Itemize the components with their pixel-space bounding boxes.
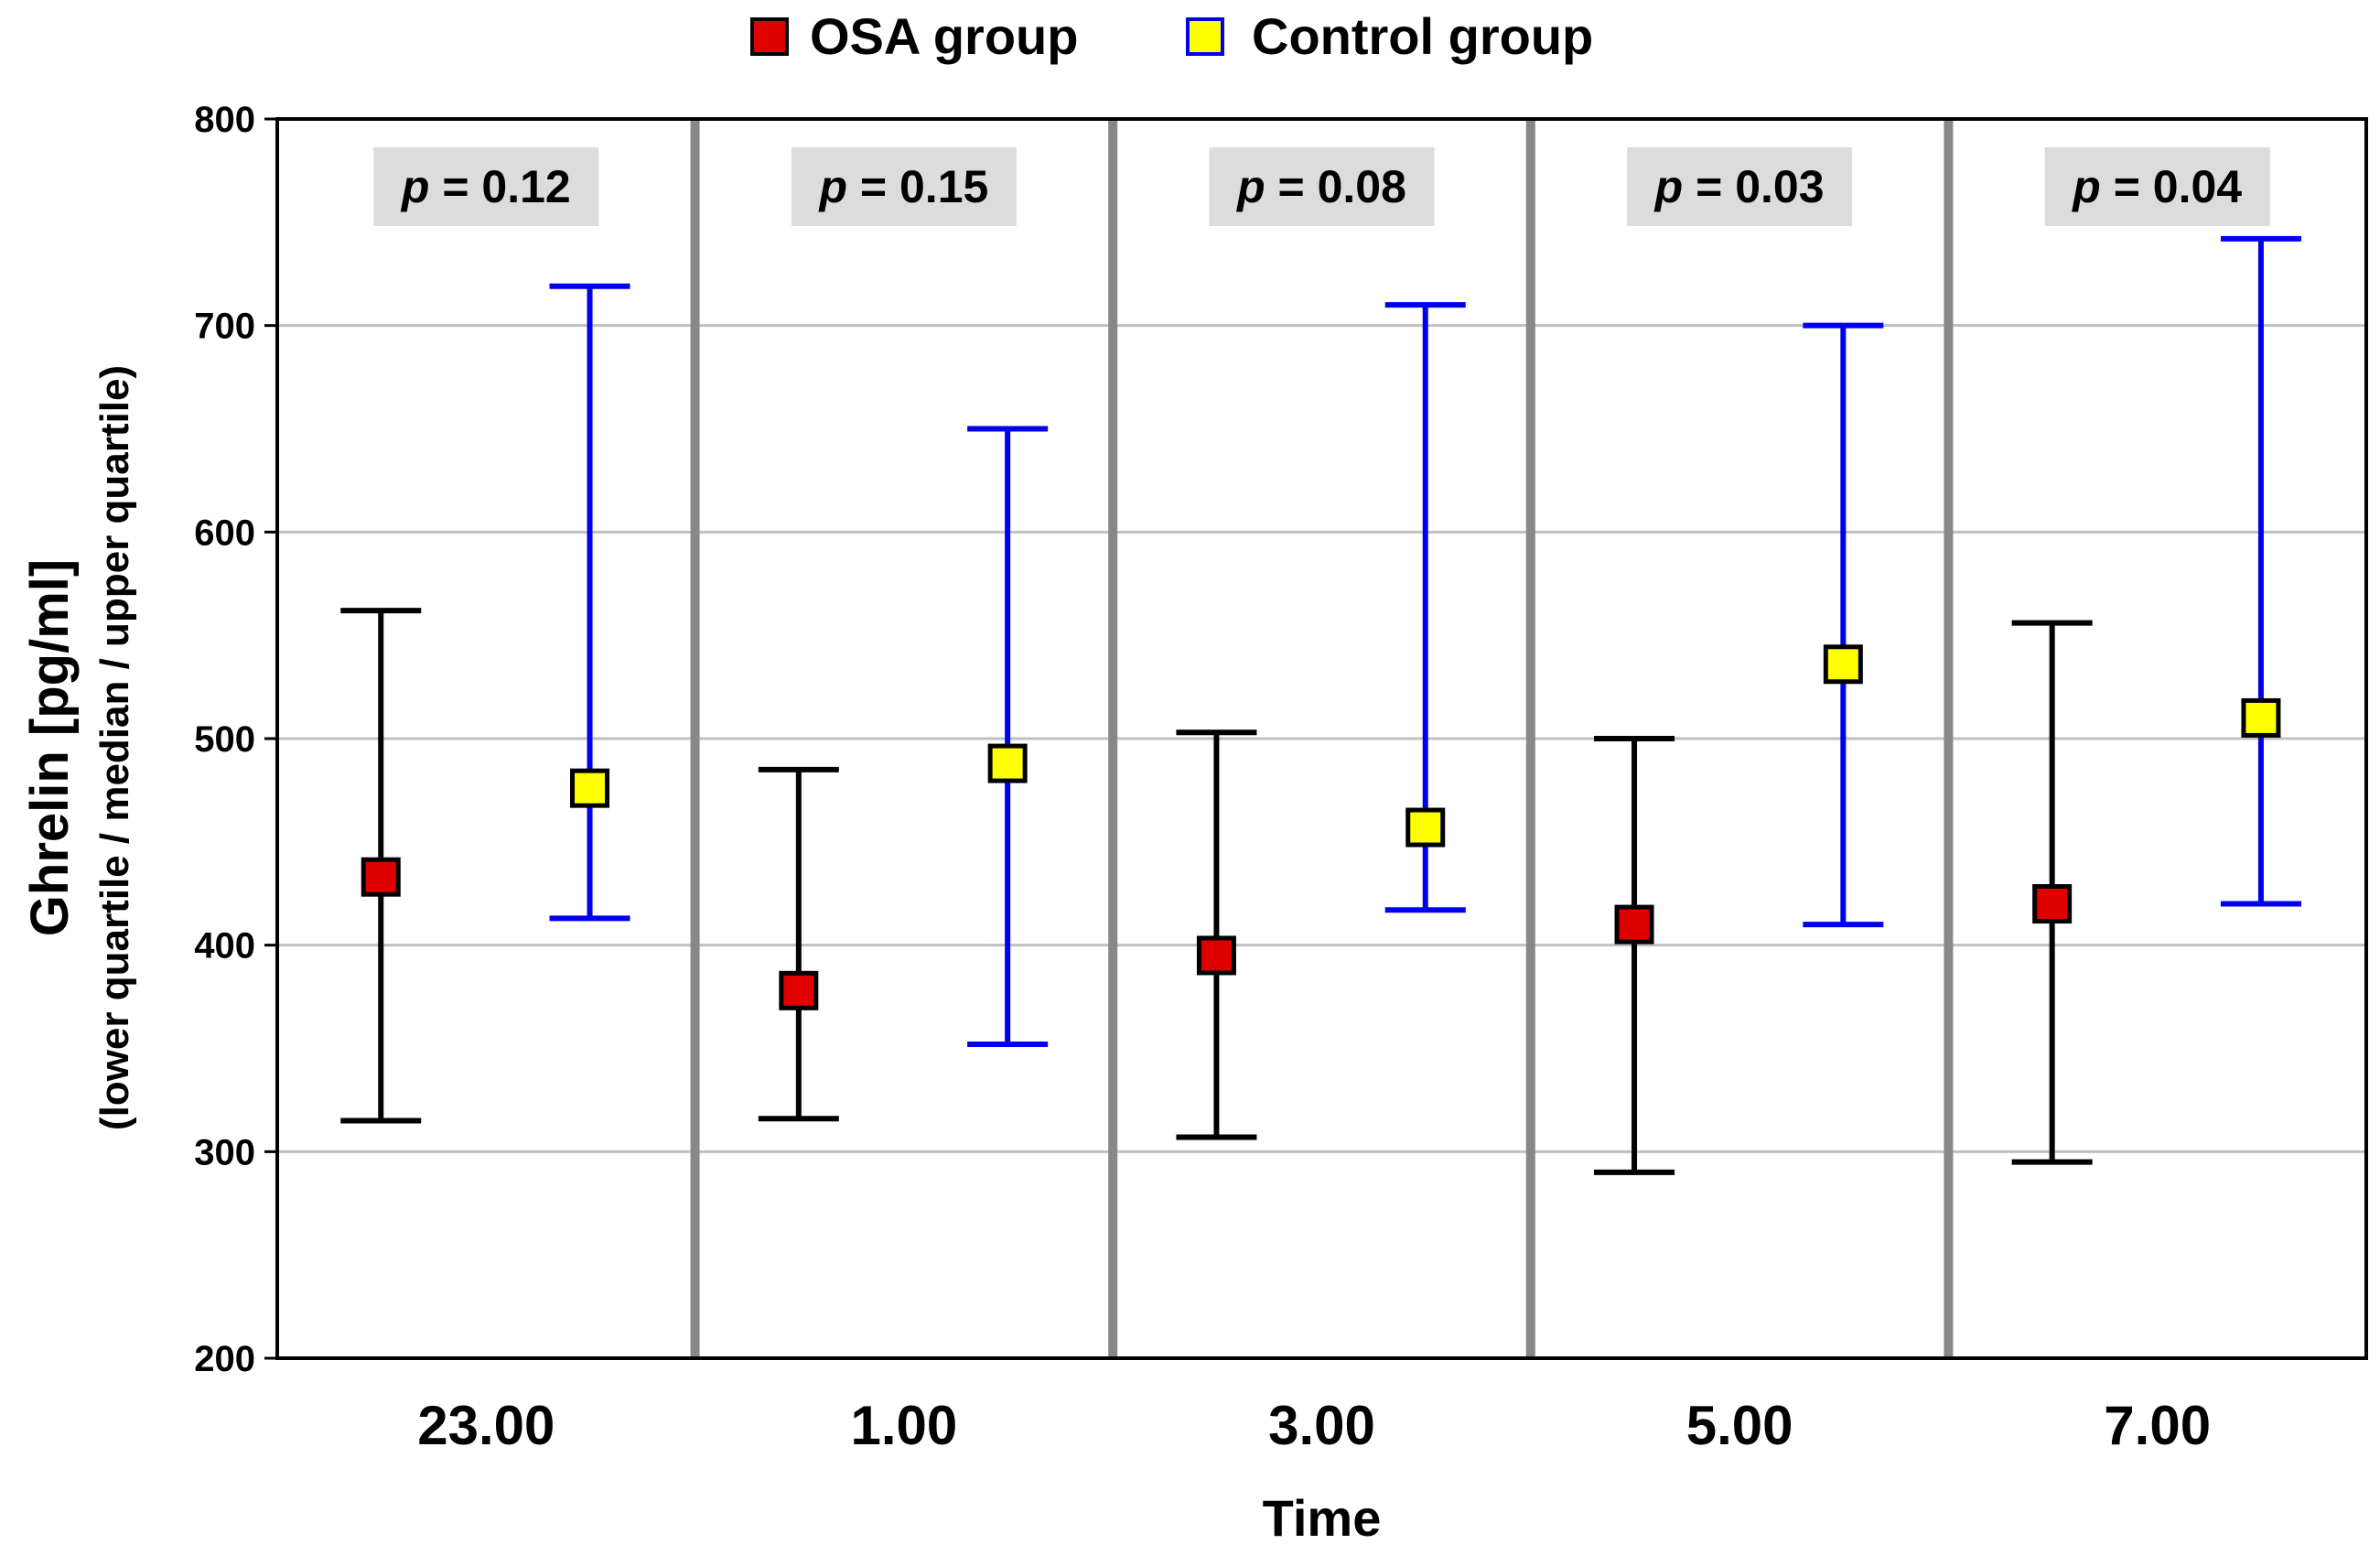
p-value-box [373, 147, 599, 226]
median-marker [1614, 904, 1654, 945]
p-value-text: = 0.08 [1265, 161, 1406, 212]
x-tick-label: 23.00 [417, 1395, 555, 1456]
series-control [549, 235, 2301, 1047]
p-value-box [1209, 147, 1435, 226]
p-value-text: = 0.12 [429, 161, 570, 212]
x-axis: 23.00 1.00 3.00 5.00 7.00 [417, 1395, 2211, 1456]
x-tick-label: 3.00 [1268, 1395, 1375, 1456]
y-tick-label: 600 [194, 513, 255, 553]
series-osa [340, 608, 2093, 1175]
y-tick-label: 200 [194, 1339, 255, 1379]
grid-lines [277, 324, 2366, 1153]
p-value-annotations: p = 0.12 p = 0.15 p = 0.08 p = 0.03 p = 0.04 [373, 147, 2270, 226]
median-marker [2032, 884, 2073, 924]
legend-label-control: Control group [1252, 7, 1593, 65]
p-value-annotation: p = 0.08 [1209, 147, 1435, 226]
y-tick-label: 800 [194, 100, 255, 140]
median-marker [987, 743, 1028, 783]
p-value-box [791, 147, 1017, 226]
legend-swatch-control [1186, 17, 1224, 56]
y-tick-label: 500 [194, 719, 255, 760]
median-marker [2241, 697, 2281, 738]
median-marker [1196, 935, 1236, 976]
p-value-label: p = 0.08 [1235, 161, 1406, 212]
p-value-annotation: p = 0.03 [1627, 147, 1853, 226]
x-axis-title: Time [1263, 1489, 1382, 1547]
p-value-label: p = 0.12 [400, 161, 571, 212]
panel-separators [690, 119, 1954, 1358]
y-axis-title-main: Ghrelin [pg/ml] [20, 559, 80, 936]
y-axis: 200 300 400 500 600 700 800 [194, 100, 277, 1379]
p-symbol: p [817, 161, 847, 212]
p-value-annotation: p = 0.04 [2044, 147, 2270, 226]
y-tick-label: 300 [194, 1132, 255, 1172]
p-symbol: p [1235, 161, 1265, 212]
p-value-annotation: p = 0.15 [791, 147, 1017, 226]
p-symbol: p [400, 161, 430, 212]
legend-label-osa: OSA group [810, 7, 1078, 65]
data-series [340, 235, 2301, 1175]
y-axis-title-sub: (lower quartile / median / upper quartil… [92, 365, 137, 1130]
p-value-label: p = 0.03 [1653, 161, 1825, 212]
median-marker [570, 768, 610, 808]
p-value-box [1627, 147, 1853, 226]
p-value-text: = 0.03 [1683, 161, 1824, 212]
x-tick-label: 1.00 [851, 1395, 958, 1456]
x-tick-label: 7.00 [2104, 1395, 2211, 1456]
median-marker [361, 857, 401, 897]
legend: OSA group Control group [750, 7, 1593, 65]
median-marker [779, 970, 819, 1010]
median-marker [1823, 644, 1863, 685]
y-tick-label: 700 [194, 307, 255, 347]
p-value-label: p = 0.15 [817, 161, 988, 212]
p-value-annotation: p = 0.12 [373, 147, 599, 226]
p-symbol: p [2071, 161, 2101, 212]
median-marker [1405, 807, 1446, 848]
p-value-label: p = 0.04 [2071, 161, 2242, 212]
x-tick-label: 5.00 [1686, 1395, 1793, 1456]
p-symbol: p [1653, 161, 1684, 212]
y-axis-title: Ghrelin [pg/ml] (lower quartile / median… [20, 365, 137, 1130]
p-value-text: = 0.04 [2101, 161, 2242, 212]
y-tick-label: 400 [194, 926, 255, 966]
p-value-box [2044, 147, 2270, 226]
p-value-text: = 0.15 [847, 161, 988, 212]
legend-swatch-osa [750, 17, 789, 56]
